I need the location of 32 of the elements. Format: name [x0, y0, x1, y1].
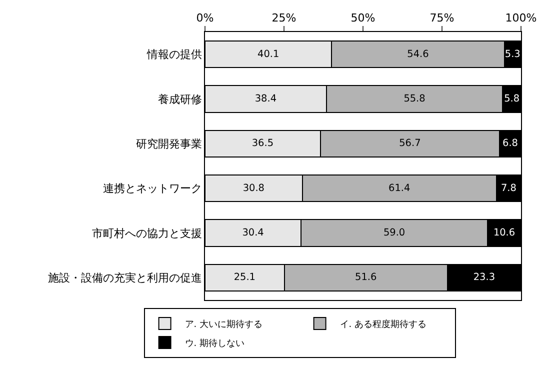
data-label: 6.8 — [502, 138, 518, 150]
data-label: 40.1 — [258, 48, 280, 60]
y-tick-label: 研究開発事業 — [136, 138, 202, 151]
x-tick-label: 0% — [196, 12, 214, 25]
legend-label: ア. 大いに期待する — [184, 319, 263, 330]
x-tick-label: 25% — [272, 12, 296, 25]
legend-label: ウ. 期待しない — [184, 338, 245, 350]
y-tick-label: 市町村への協力と支援 — [92, 226, 202, 240]
y-tick-label: 養成研修 — [158, 92, 202, 106]
y-tick-label: 連携とネットワーク — [102, 182, 202, 196]
data-label: 38.4 — [254, 93, 276, 104]
data-label: 30.4 — [242, 227, 264, 238]
data-label: 36.5 — [252, 138, 274, 150]
data-label: 59.0 — [383, 227, 406, 238]
x-tick-label: 75% — [430, 12, 454, 25]
legend-label: イ. ある程度期待する — [340, 319, 427, 330]
y-tick-label: 情報の提供 — [146, 48, 202, 62]
data-label: 55.8 — [404, 93, 426, 104]
data-label: 7.8 — [500, 182, 516, 194]
data-label: 30.8 — [242, 182, 264, 194]
data-label: 25.1 — [234, 272, 256, 284]
x-tick-label: 100% — [505, 12, 537, 25]
data-label: 23.3 — [473, 272, 496, 284]
data-label: 5.8 — [504, 93, 520, 104]
x-tick-label: 50% — [350, 12, 376, 25]
data-label: 51.6 — [355, 272, 377, 284]
data-label: 5.3 — [504, 48, 520, 60]
data-label: 10.6 — [493, 227, 516, 238]
data-label: 56.7 — [399, 138, 421, 150]
y-tick-label: 施設・設備の充実と利用の促進 — [48, 272, 202, 285]
data-label: 54.6 — [407, 48, 429, 60]
data-label: 61.4 — [388, 182, 410, 194]
